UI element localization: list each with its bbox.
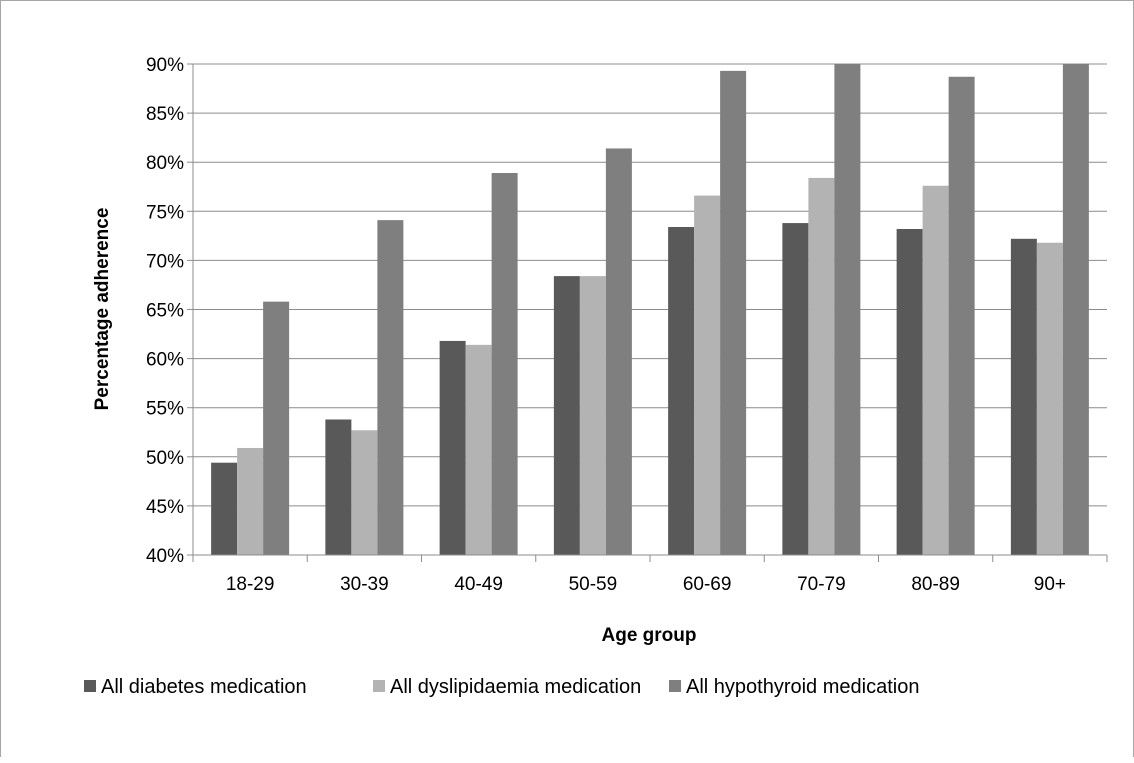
- legend: All diabetes medication All dyslipidaemia…: [84, 676, 919, 698]
- bar-1: [439, 340, 466, 555]
- y-tick-label: 75%: [146, 202, 184, 223]
- bar-1: [896, 228, 923, 555]
- bar-2: [351, 430, 378, 555]
- legend-label: All hypothyroid medication: [686, 676, 919, 698]
- axes: [192, 64, 1108, 562]
- bar-3: [263, 301, 290, 555]
- bar-3: [834, 64, 861, 555]
- y-tick-label: 70%: [146, 251, 184, 272]
- bar-2: [237, 447, 264, 555]
- legend-swatch: [373, 680, 385, 692]
- x-tick-labels: 18-29 30-39 40-49 50-59 60-69 70-79 80-89 90+: [226, 574, 1066, 595]
- legend-swatch: [84, 680, 96, 692]
- bar-3: [605, 148, 632, 555]
- x-tick-label: 40-49: [454, 574, 503, 595]
- bar-1: [325, 419, 352, 555]
- y-tick-label: 45%: [146, 497, 184, 518]
- y-tick-label: 80%: [146, 153, 184, 174]
- bar-2: [694, 195, 721, 555]
- bar-1: [553, 276, 580, 555]
- y-tick-label: 50%: [146, 448, 184, 469]
- legend-item-3: All hypothyroid medication: [669, 676, 919, 698]
- x-tick-label: 80-89: [911, 574, 960, 595]
- bar-3: [491, 173, 518, 555]
- x-tick-label: 90+: [1034, 574, 1066, 595]
- y-tick-label: 65%: [146, 301, 184, 322]
- y-tick-label: 85%: [146, 104, 184, 125]
- bar-3: [720, 70, 747, 556]
- y-tick-label: 40%: [146, 546, 184, 567]
- bar-2: [922, 185, 949, 555]
- bar-2: [579, 276, 606, 555]
- legend-item-2: All dyslipidaemia medication: [373, 676, 641, 698]
- bar-2: [1036, 242, 1063, 555]
- y-tick-label: 90%: [146, 55, 184, 76]
- x-tick-label: 30-39: [340, 574, 389, 595]
- x-axis-title: Age group: [602, 625, 697, 646]
- bar-2: [808, 177, 835, 556]
- bar-1: [782, 223, 809, 556]
- bars: [211, 64, 1089, 556]
- x-tick-label: 60-69: [683, 574, 732, 595]
- x-tick-label: 18-29: [226, 574, 275, 595]
- bar-1: [1010, 238, 1037, 555]
- bar-1: [211, 462, 238, 555]
- legend-label: All dyslipidaemia medication: [390, 676, 641, 698]
- x-tick-label: 50-59: [569, 574, 618, 595]
- x-tick-label: 70-79: [797, 574, 846, 595]
- bar-3: [1062, 64, 1089, 555]
- y-tick-label: 55%: [146, 399, 184, 420]
- bar-2: [465, 344, 492, 555]
- y-tick-labels: 40% 45% 50% 55% 60% 65% 70% 75% 80% 85% 90%: [146, 55, 184, 567]
- bar-3: [948, 76, 975, 556]
- y-axis-title: Percentage adherence: [92, 208, 113, 411]
- y-tick-label: 60%: [146, 350, 184, 371]
- legend-label: All diabetes medication: [101, 676, 307, 698]
- bar-1: [668, 227, 695, 555]
- bar-3: [377, 220, 404, 555]
- legend-swatch: [669, 680, 681, 692]
- legend-item-1: All diabetes medication: [84, 676, 307, 698]
